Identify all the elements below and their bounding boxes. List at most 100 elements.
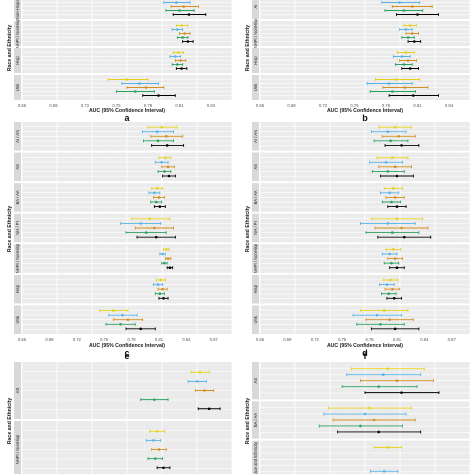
data-point bbox=[207, 407, 211, 411]
y-axis-title: Race and Ethnicity bbox=[245, 206, 251, 253]
data-point bbox=[395, 266, 399, 270]
data-point bbox=[391, 287, 394, 291]
data-point bbox=[402, 235, 406, 239]
x-tick-label: 0.69 bbox=[283, 337, 292, 342]
data-point bbox=[400, 226, 403, 230]
data-point bbox=[196, 380, 199, 383]
x-tick-label: 0.75 bbox=[100, 337, 109, 342]
data-point bbox=[125, 78, 129, 81]
data-point bbox=[406, 59, 410, 62]
y-axis-title: Race and Ethnicity bbox=[7, 206, 13, 253]
x-tick-label: 0.81 bbox=[175, 103, 184, 108]
facet-label: Hisp bbox=[15, 284, 20, 293]
data-point bbox=[155, 186, 159, 190]
facet-label: BA / AA bbox=[15, 190, 20, 204]
data-point bbox=[126, 318, 130, 322]
facet-label: Unk bbox=[15, 315, 20, 323]
facet-strip bbox=[14, 305, 21, 334]
data-point bbox=[392, 186, 395, 190]
facet-strip bbox=[14, 183, 21, 212]
x-tick-label: 0.69 bbox=[45, 337, 54, 342]
data-point bbox=[412, 94, 415, 97]
data-point bbox=[391, 90, 394, 93]
data-point bbox=[181, 36, 184, 39]
data-point bbox=[144, 231, 148, 234]
data-point bbox=[121, 313, 124, 317]
data-point bbox=[375, 313, 379, 317]
facet-strip bbox=[14, 48, 21, 73]
data-point bbox=[359, 424, 362, 428]
data-point bbox=[156, 139, 160, 143]
facet-strip bbox=[252, 152, 259, 182]
x-tick-label: 0.84 bbox=[445, 103, 454, 108]
data-point bbox=[158, 292, 162, 296]
data-point bbox=[134, 90, 137, 93]
x-axis-title: AUC (95% Confidence Interval) bbox=[327, 108, 403, 114]
data-point bbox=[392, 296, 396, 300]
data-point bbox=[386, 222, 390, 225]
data-point bbox=[166, 257, 170, 260]
facet-strip bbox=[14, 0, 21, 19]
data-point bbox=[389, 139, 392, 143]
x-tick-label: 0.78 bbox=[382, 103, 391, 108]
data-point bbox=[395, 205, 399, 208]
facet-strip bbox=[252, 401, 259, 439]
data-point bbox=[183, 32, 187, 35]
data-point bbox=[182, 5, 185, 8]
data-point bbox=[384, 160, 388, 164]
data-point bbox=[180, 67, 183, 70]
facet-label: AS bbox=[15, 164, 20, 170]
data-point bbox=[363, 412, 367, 416]
facet-label: Unk bbox=[15, 83, 20, 91]
x-tick-label: 0.87 bbox=[210, 337, 219, 342]
facet-label: Hisp bbox=[253, 56, 258, 65]
data-point bbox=[387, 292, 391, 296]
data-point bbox=[176, 28, 179, 31]
data-point bbox=[398, 1, 401, 4]
data-point bbox=[372, 418, 376, 422]
data-point bbox=[410, 32, 414, 35]
data-point bbox=[386, 367, 390, 371]
facet-strip bbox=[14, 362, 21, 419]
data-point bbox=[393, 125, 397, 129]
data-point bbox=[154, 200, 158, 204]
data-point bbox=[153, 226, 156, 230]
data-point bbox=[155, 130, 159, 134]
data-point bbox=[386, 130, 390, 134]
data-point bbox=[395, 174, 399, 178]
facet-label: NHPI / NonHisp bbox=[15, 434, 20, 464]
data-point bbox=[387, 82, 391, 85]
data-point bbox=[164, 134, 168, 138]
panel-letter: d bbox=[362, 348, 368, 358]
data-point bbox=[390, 261, 393, 265]
facet-label: Hisp bbox=[253, 284, 258, 293]
data-point bbox=[390, 200, 393, 204]
data-point bbox=[148, 217, 152, 221]
data-point bbox=[379, 322, 382, 326]
facet-label: Hisp bbox=[15, 56, 20, 65]
data-point bbox=[395, 78, 398, 81]
panel-letter: f bbox=[364, 351, 368, 361]
x-tick-label: 0.78 bbox=[144, 103, 153, 108]
x-tick-label: 0.87 bbox=[448, 337, 457, 342]
x-tick-label: 0.66 bbox=[18, 103, 27, 108]
panel-letter: c bbox=[124, 348, 129, 358]
x-tick-label: 0.66 bbox=[256, 337, 265, 342]
data-point bbox=[393, 257, 397, 260]
data-point bbox=[403, 86, 407, 89]
data-point bbox=[153, 398, 156, 401]
facet-strip bbox=[14, 21, 21, 46]
data-point bbox=[388, 252, 391, 256]
x-tick-label: 0.72 bbox=[311, 337, 320, 342]
data-point bbox=[391, 156, 394, 160]
data-point bbox=[168, 266, 172, 270]
facet-label: BA / AA bbox=[253, 190, 258, 204]
x-tick-label: 0.81 bbox=[393, 337, 402, 342]
y-axis-title: Race and Ethnicity bbox=[7, 25, 13, 72]
data-point bbox=[382, 309, 386, 312]
data-point bbox=[388, 318, 391, 322]
data-point bbox=[162, 296, 165, 300]
data-point bbox=[162, 466, 165, 470]
facet-label: Race and Ethnicity bbox=[253, 441, 258, 474]
data-point bbox=[112, 309, 115, 312]
